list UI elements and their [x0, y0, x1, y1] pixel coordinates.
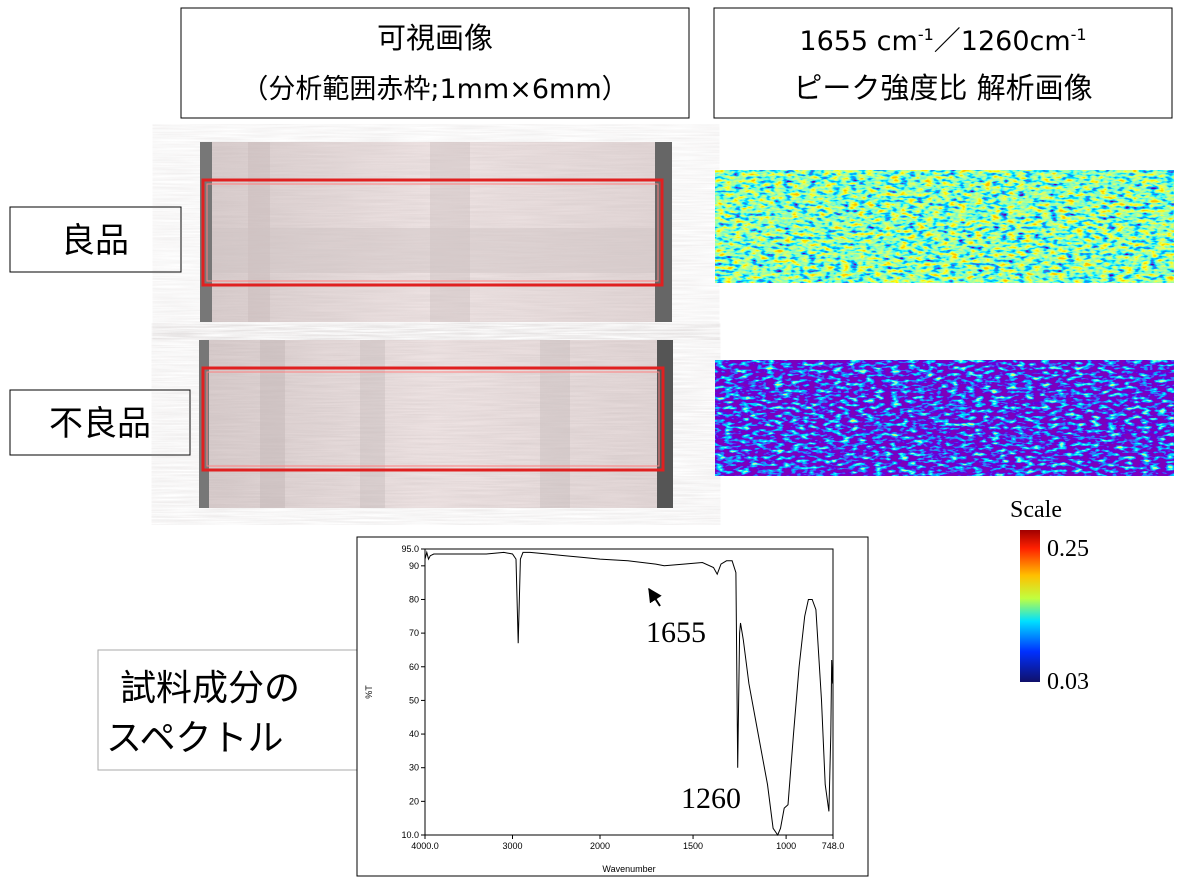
title-sup: -1: [1071, 25, 1087, 44]
scale-label: 0.25: [1047, 536, 1089, 562]
title-sup: -1: [918, 25, 934, 44]
figure: 可視画像 （分析範囲赤枠;1mm×6mm） 1655 cm-1／1260cm-1…: [0, 0, 1182, 877]
row-label: 良品: [61, 221, 129, 261]
chart-frame: [357, 537, 868, 876]
scale-title: Scale: [1010, 497, 1062, 523]
visible-image: [200, 142, 672, 322]
analysis-map: [715, 360, 1174, 476]
header-title: 可視画像: [377, 21, 493, 55]
row-label: 不良品: [49, 404, 151, 444]
analysis-map: [715, 170, 1174, 283]
y-tick-label: 40: [409, 729, 419, 739]
y-tick-label: 80: [409, 594, 419, 604]
y-tick-label: 10.0: [401, 830, 419, 840]
annotation: 1655: [646, 616, 706, 649]
x-tick-label: 3000: [502, 841, 522, 851]
x-tick-label: 1500: [683, 841, 703, 851]
title-part: 1655 cm: [799, 26, 917, 57]
scale-label: 0.03: [1047, 669, 1089, 695]
annotation: 1260: [681, 782, 741, 815]
page: 可視画像 （分析範囲赤枠;1mm×6mm） 1655 cm-1／1260cm-1…: [0, 0, 1182, 877]
y-axis-label: %T: [364, 685, 374, 699]
y-tick-label: 95.0: [401, 544, 419, 554]
x-axis-label: Wavenumber: [602, 864, 655, 874]
y-tick-label: 60: [409, 662, 419, 672]
x-tick-label: 2000: [590, 841, 610, 851]
y-tick-label: 90: [409, 561, 419, 571]
header-subtitle: （分析範囲赤枠;1mm×6mm）: [241, 74, 628, 105]
x-tick-label: 4000.0: [411, 841, 439, 851]
y-tick-label: 30: [409, 763, 419, 773]
color-bar: [1020, 530, 1040, 682]
x-tick-label: 1000: [776, 841, 796, 851]
header-subtitle: ピーク強度比 解析画像: [793, 71, 1092, 105]
x-tick-label: 748.0: [822, 841, 845, 851]
y-tick-label: 70: [409, 628, 419, 638]
visible-image: [199, 340, 673, 508]
y-tick-label: 20: [409, 796, 419, 806]
spectrum-label: 試料成分の: [120, 668, 300, 709]
spectrum-label: スペクトル: [106, 718, 283, 759]
title-part: ／1260cm: [934, 26, 1071, 57]
y-tick-label: 50: [409, 695, 419, 705]
header-title: 1655 cm-1／1260cm-1: [799, 25, 1086, 57]
